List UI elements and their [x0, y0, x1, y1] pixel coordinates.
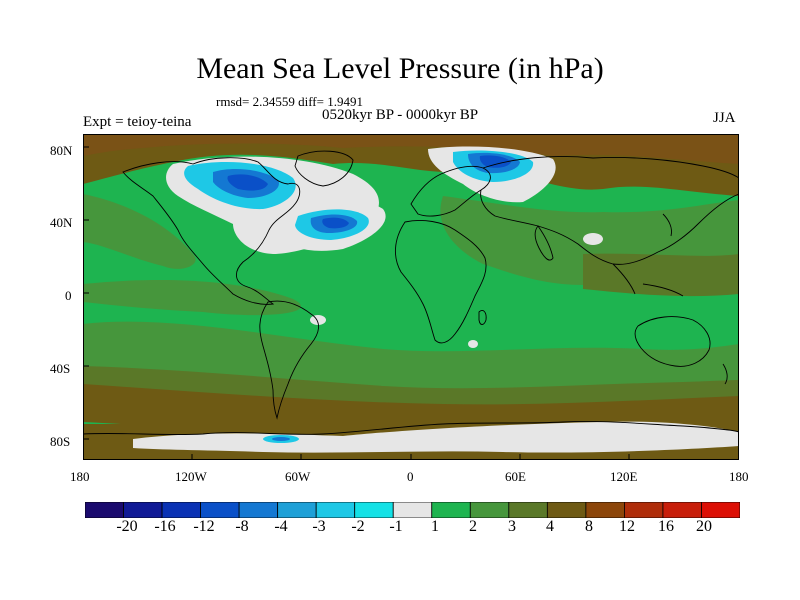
field-indian-white-1 — [583, 233, 603, 245]
lat-label-80n: 80N — [50, 143, 73, 158]
coast-europe — [410, 165, 491, 217]
colorbar-label: 8 — [585, 518, 593, 535]
colorbar-label: -20 — [116, 518, 138, 535]
field-tropical — [83, 279, 301, 316]
lat-label-0: 0 — [65, 288, 72, 303]
lat-label-80s: 80S — [50, 434, 71, 449]
map-title: Mean Sea Level Pressure (in hPa) — [196, 52, 604, 85]
stats-label: rmsd= 2.34559 diff= 1.9491 — [216, 94, 363, 109]
field-indian-white-2 — [468, 340, 478, 348]
colorbar-box — [701, 502, 740, 518]
lon-label-0: 0 — [407, 469, 414, 484]
lon-label-180w: 180 — [70, 469, 90, 484]
coast-asia — [480, 156, 739, 265]
lon-label-120e: 120E — [610, 469, 638, 484]
coast-japan — [662, 213, 672, 237]
colorbar-label: 4 — [546, 518, 554, 535]
field-antarctic-white — [133, 421, 739, 453]
colorbar-label: 1 — [431, 518, 439, 535]
colorbar — [85, 502, 740, 518]
lon-label-60e: 60E — [505, 469, 526, 484]
coast-south-america — [259, 300, 319, 420]
colorbar-box — [161, 502, 201, 518]
field-pacific-n — [583, 253, 739, 297]
colorbar-label: 20 — [696, 518, 712, 535]
colorbar-box — [662, 502, 702, 518]
field-north-band-inner — [83, 134, 739, 164]
field-mid-north — [83, 194, 196, 269]
colorbar-box — [200, 502, 240, 518]
colorbar-box — [238, 502, 279, 518]
colorbar-box — [431, 502, 471, 518]
coast-australia — [634, 316, 711, 367]
field-pacific-white-1 — [310, 315, 326, 325]
field-europe-neg-3 — [479, 155, 511, 168]
coast-africa — [395, 219, 487, 344]
colorbar-box — [546, 502, 587, 518]
colorbar-label: 3 — [508, 518, 516, 535]
colorbar-label: -8 — [235, 518, 249, 535]
colorbar-label: -2 — [351, 518, 365, 535]
lon-label-120w: 120W — [175, 469, 207, 484]
coastlines — [83, 150, 739, 436]
ticks — [83, 146, 630, 460]
coast-greenland — [294, 150, 354, 187]
field-atlantic-neg-3 — [322, 217, 349, 229]
coast-se-asia — [612, 263, 684, 297]
coast-nz — [722, 363, 728, 385]
lon-label-180e: 180 — [729, 469, 749, 484]
lat-label-40s: 40S — [50, 361, 71, 376]
colorbar-box — [469, 502, 510, 518]
colorbar-box — [85, 502, 124, 518]
lon-label-60w: 60W — [285, 469, 311, 484]
colorbar-box — [354, 502, 394, 518]
colorbar-box — [624, 502, 664, 518]
season-label: JJA — [713, 110, 736, 126]
colorbar-box — [123, 502, 163, 518]
colorbar-label: -1 — [389, 518, 403, 535]
lat-label-40n: 40N — [50, 215, 73, 230]
colorbar-box — [585, 502, 625, 518]
coast-north-america — [122, 157, 301, 305]
colorbar-box — [277, 502, 317, 518]
colorbar-box — [508, 502, 548, 518]
colorbar-label: 2 — [469, 518, 477, 535]
coast-madagascar — [478, 309, 487, 325]
colorbar-label: 16 — [658, 518, 674, 535]
field-antarctic-neg-2 — [272, 437, 290, 441]
colorbar-label: -12 — [193, 518, 215, 535]
experiment-label: Expt = teioy-teina — [83, 114, 192, 130]
colorbar-box — [315, 502, 356, 518]
colorbar-box — [392, 502, 433, 518]
coast-india — [534, 225, 554, 261]
colorbar-label: -3 — [312, 518, 326, 535]
colorbar-label: -16 — [154, 518, 176, 535]
coast-antarctica — [83, 421, 739, 436]
colorbar-label: 12 — [619, 518, 635, 535]
field-namerica-neg-3 — [227, 174, 268, 191]
colorbar-label: -4 — [274, 518, 288, 535]
period-subtitle: 0520kyr BP - 0000kyr BP — [322, 107, 479, 123]
pressure-map — [83, 134, 739, 460]
